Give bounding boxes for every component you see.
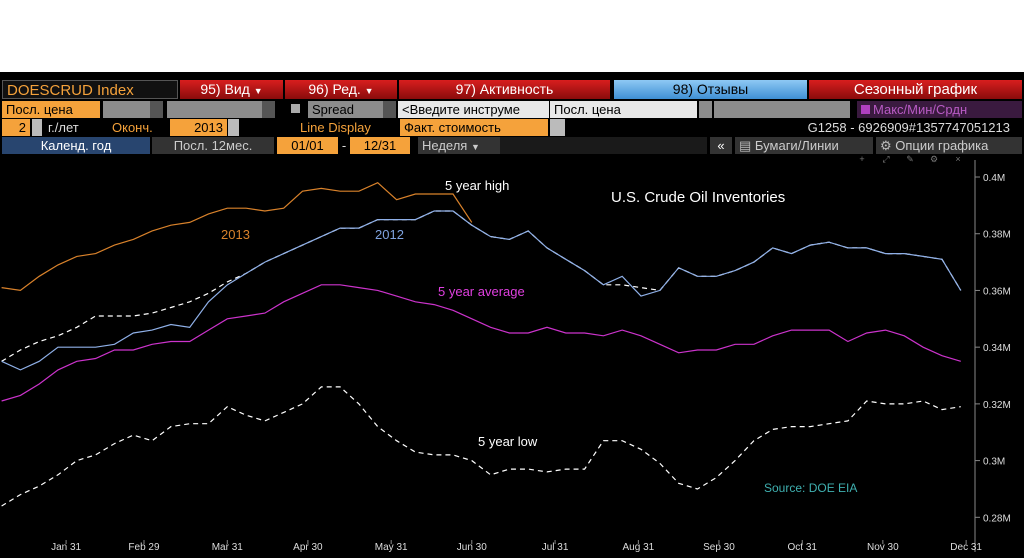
menu-button[interactable]: 96) Ред. ▼	[285, 80, 397, 99]
checkbox[interactable]	[291, 104, 300, 113]
series-label: 5 year high	[445, 178, 509, 193]
x-tick-label: May 31	[375, 542, 408, 553]
menu-button[interactable]: 97) Активность	[399, 80, 610, 99]
icon: ▤	[739, 138, 752, 153]
dropdown[interactable]	[714, 101, 850, 118]
chart-tool-icon: ✎	[906, 154, 914, 164]
menu-button[interactable]: 95) Вид ▼	[180, 80, 283, 99]
label: 95) Вид	[200, 81, 250, 97]
collapse-button[interactable]: «	[710, 137, 732, 154]
label: Оконч.	[112, 120, 153, 135]
series-line	[1, 210, 962, 371]
y-tick-label: 0.3M	[983, 457, 1005, 468]
series-label: 2012	[375, 227, 404, 242]
date-from[interactable]: 01/01	[277, 137, 338, 154]
series-label: 5 year low	[478, 434, 538, 449]
end-year-input[interactable]: 2013	[170, 119, 227, 136]
securities-button[interactable]: ▤ Бумаги/Линии	[735, 137, 873, 154]
series-label: 5 year average	[438, 284, 525, 299]
minmaxavg-field[interactable]: Макс/Мин/Срдн	[857, 101, 1022, 118]
date-to[interactable]: 12/31	[350, 137, 410, 154]
chart-tool-icon: ⚙	[930, 154, 938, 164]
y-tick-label: 0.28M	[983, 513, 1011, 524]
date-separator: -	[341, 138, 347, 153]
label: г./лет	[48, 120, 79, 135]
dropdown-arrow[interactable]	[262, 101, 275, 118]
options-button[interactable]: ⚙ Опции графика	[876, 137, 1022, 154]
ticker-id: G1258 - 6926909#1357747051213	[807, 120, 1010, 135]
swatch	[861, 105, 870, 114]
y-tick-label: 0.34M	[983, 343, 1011, 354]
line-display-select[interactable]: Факт. стоимость	[400, 119, 548, 136]
x-tick-label: Oct 31	[788, 542, 818, 553]
label: Опции графика	[895, 138, 989, 153]
x-tick-label: Aug 31	[623, 542, 655, 553]
menu-button[interactable]: 98) Отзывы	[614, 80, 807, 99]
years-input[interactable]: 2	[2, 119, 30, 136]
period-dropdown[interactable]: Неделя ▼	[418, 137, 500, 154]
x-tick-label: Sep 30	[703, 542, 735, 553]
label: Line Display	[300, 120, 371, 135]
dropdown-arrow[interactable]	[383, 101, 396, 118]
chart-tool-icon: ×	[955, 154, 960, 164]
spread-field[interactable]: Spread	[308, 101, 383, 118]
dropdown-arrow[interactable]	[150, 101, 163, 118]
y-tick-label: 0.36M	[983, 286, 1011, 297]
y-tick-label: 0.4M	[983, 173, 1005, 184]
series-line	[1, 181, 473, 292]
dropdown[interactable]	[699, 101, 712, 118]
icon: ⚙	[880, 138, 892, 153]
dropdown[interactable]	[103, 101, 163, 118]
dropdown[interactable]	[167, 101, 275, 118]
series-label: 2013	[221, 227, 250, 242]
field-select[interactable]: Посл. цена	[2, 101, 100, 118]
dropdown-arrow[interactable]	[550, 119, 565, 136]
spinner[interactable]	[228, 119, 239, 136]
function-title: Сезонный график	[809, 80, 1022, 99]
x-tick-label: Mar 31	[212, 542, 244, 553]
y-tick-label: 0.38M	[983, 230, 1011, 241]
label: Макс/Мин/Срдн	[873, 102, 968, 117]
security-field[interactable]: DOESCRUD Index	[2, 80, 178, 99]
series-line	[1, 386, 961, 507]
label: Неделя	[422, 138, 468, 153]
x-tick-label: Dec 31	[950, 542, 982, 553]
label: 96) Ред.	[308, 81, 361, 97]
series-line	[1, 284, 961, 402]
white-band	[0, 0, 1024, 72]
calendar-year-button[interactable]: Календ. год	[2, 137, 150, 154]
label: Бумаги/Линии	[754, 138, 839, 153]
x-tick-label: Jul 31	[542, 542, 569, 553]
x-tick-label: Apr 30	[293, 542, 323, 553]
chart-title: U.S. Crude Oil Inventories	[611, 189, 785, 206]
x-tick-label: Jan 31	[51, 542, 81, 553]
x-tick-label: Feb 29	[128, 542, 160, 553]
x-tick-label: Jun 30	[457, 542, 487, 553]
chart-tool-icon: ⤢	[881, 154, 889, 164]
instrument-input[interactable]: <Введите инструме	[398, 101, 549, 118]
chart-tool-icon: +	[859, 154, 864, 164]
x-tick-label: Nov 30	[867, 542, 899, 553]
toolbar-spacer	[500, 137, 707, 154]
y-tick-label: 0.32M	[983, 400, 1011, 411]
spinner[interactable]	[32, 119, 42, 136]
field-select[interactable]: Посл. цена	[550, 101, 697, 118]
last-12m-button[interactable]: Посл. 12мес.	[152, 137, 274, 154]
chart-source: Source: DOE EIA	[764, 481, 857, 495]
